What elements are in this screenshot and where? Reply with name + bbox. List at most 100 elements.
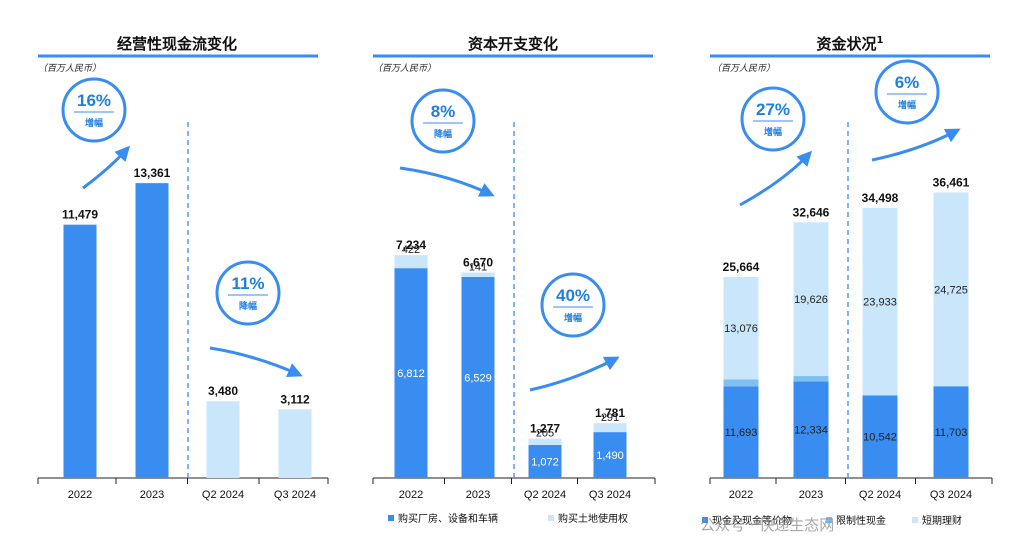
trend-arrow-3a [739,150,813,207]
data-label: 1,490 [596,450,624,462]
bar-segment [723,277,759,380]
bar-segment [793,222,829,377]
data-label: 13,076 [724,323,758,335]
bar-segment [394,268,428,478]
trend-arrow-1b [209,346,303,377]
total-label: 13,361 [134,166,171,180]
trend-arrow-2a [399,166,495,197]
data-label: 10,542 [863,432,897,444]
badge-label: 增幅 [898,99,916,111]
bar-segment [593,423,627,433]
x-tick-label: 2022 [68,489,92,501]
x-tick-label: 2022 [399,489,423,501]
badge-label: 降幅 [239,300,257,312]
bar-segment [461,272,495,277]
panel-1-unit: （百万人民币） [38,63,101,74]
data-label: 291 [601,412,619,424]
bar-segment [723,386,759,478]
trend-arrow-1a [82,145,131,190]
total-label: 7,234 [396,238,426,252]
bar-segment [723,379,759,387]
legend-label-capex-equipment: 购买厂房、设备和车辆 [398,512,498,525]
x-tick-label: 2023 [799,489,823,501]
chart-marks: 11,479 2022 13,361 2023 3,480 Q2 2024 3,112 Q3 … [37,59,993,501]
x-tick-label: Q2 2024 [202,489,244,501]
badge-label: 增幅 [564,312,582,324]
legend-swatch-capex-land [548,515,554,521]
total-label: 32,646 [793,205,830,219]
x-tick-label: 2023 [140,489,164,501]
bar-segment [135,183,169,479]
panel-3-unit: （百万人民币） [712,63,775,74]
legend-label-restricted: 限制性现金 [836,514,886,527]
badge-label: 增幅 [85,117,103,129]
badge-circle [410,88,476,154]
bar-segment [933,192,969,387]
badge-percent: 16% [77,91,111,110]
total-label: 3,480 [208,384,238,398]
bar-segment [461,276,495,478]
badge-label: 降幅 [434,128,452,140]
badge-percent: 40% [556,286,590,305]
bar-segment [528,444,562,478]
data-label: 23,933 [863,297,897,309]
total-label: 6,670 [463,256,493,270]
x-tick-label: 2023 [466,489,490,501]
trend-arrow-3b [871,128,961,162]
badge-percent: 6% [895,73,920,92]
legend-label-cash: 现金及现金等价物 [712,514,792,527]
bar-segment [528,438,562,445]
x-tick-label: Q2 2024 [524,489,566,501]
data-label: 24,725 [934,284,968,296]
total-label: 36,461 [933,175,970,189]
panel-3-title: 资金状况1 [817,35,884,53]
data-label: 12,334 [794,425,828,437]
bar-segment [933,386,969,478]
panel-3-title-text: 资金状况 [817,35,877,53]
panel-2-unit: （百万人民币） [373,63,436,74]
data-label: 1,072 [531,456,559,468]
legend-swatch-capex-equipment [388,515,394,521]
data-label: 19,626 [794,294,828,306]
bar-segment [862,207,898,396]
panel-2-title: 资本开支变化 [468,35,558,53]
legend-swatch-wealth [912,517,918,523]
bar-segment [394,255,428,269]
total-label: 1,277 [530,422,560,436]
x-tick-label: Q3 2024 [930,489,972,501]
panel-3-title-sup: 1 [877,35,884,46]
badge-circle [540,272,606,338]
legend-swatch-restricted [826,517,832,523]
trend-arrow-2b [529,356,620,392]
badge-circle [740,86,806,152]
bar-segment [63,224,97,478]
badge-circle [874,59,940,125]
badge-circle [215,260,281,326]
total-label: 3,112 [280,392,310,406]
data-label: 6,529 [464,372,492,384]
total-label: 1,781 [595,406,625,420]
bar-segment [793,376,829,382]
total-label: 34,498 [862,191,899,205]
bar-segment [278,409,312,478]
bar-segment [862,395,898,478]
data-label: 11,703 [935,427,968,439]
data-label: 205 [536,428,554,440]
data-label: 6,812 [397,368,425,380]
badge-percent: 8% [431,102,456,121]
badge-percent: 11% [231,274,264,293]
x-tick-label: Q3 2024 [274,489,316,501]
data-label: 422 [402,244,420,256]
x-tick-label: Q2 2024 [859,489,901,501]
legend-swatch-cash [702,517,708,523]
total-label: 11,479 [62,208,98,222]
badge-label: 增幅 [764,126,782,138]
watermark-text: 公众号 · 快递生态网 [700,516,834,534]
bar-segment [793,381,829,478]
bar-segment [206,401,240,478]
legend-label-capex-land: 购买土地使用权 [558,512,628,525]
legend-label-wealth: 短期理财 [922,514,962,527]
data-label: 11,693 [725,427,758,439]
data-label: 141 [469,262,487,274]
